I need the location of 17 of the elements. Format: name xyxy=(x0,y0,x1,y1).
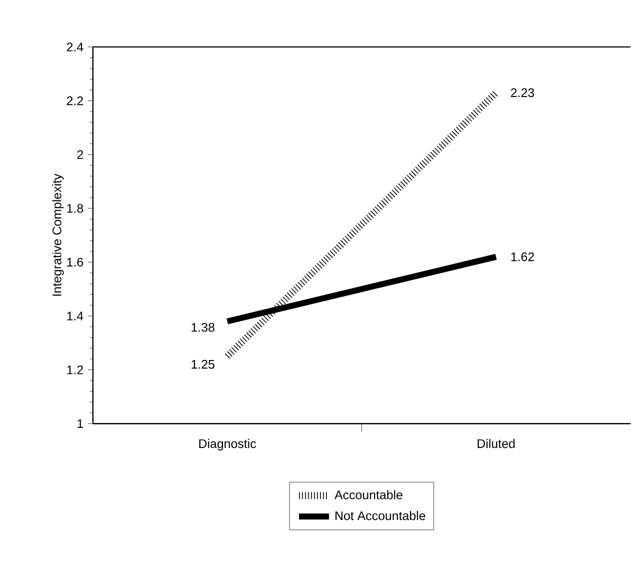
y-tick-label: 2 xyxy=(77,150,83,159)
x-tick-label: Diluted xyxy=(478,438,515,448)
y-tick-label: 2.4 xyxy=(66,42,84,52)
data-label: 2.23 xyxy=(510,88,534,97)
legend-label: Accountable xyxy=(334,490,402,500)
x-tick-label: Diagnostic xyxy=(199,438,256,450)
y-tick-label: 1.4 xyxy=(67,311,84,320)
y-tick-label: 1.6 xyxy=(67,258,84,266)
legend-label: Not Accountable xyxy=(336,510,426,520)
y-tick-label: 1 xyxy=(78,419,83,428)
data-label: 1.25 xyxy=(192,360,214,369)
y-tick-label: 1.8 xyxy=(67,204,84,213)
y-tick-label: 2.2 xyxy=(66,96,83,105)
y-axis-title: Integrative Complexity xyxy=(52,174,64,296)
data-label: 1.62 xyxy=(511,252,534,261)
data-label: 1.38 xyxy=(192,322,214,332)
y-tick-label: 1.2 xyxy=(67,365,83,374)
